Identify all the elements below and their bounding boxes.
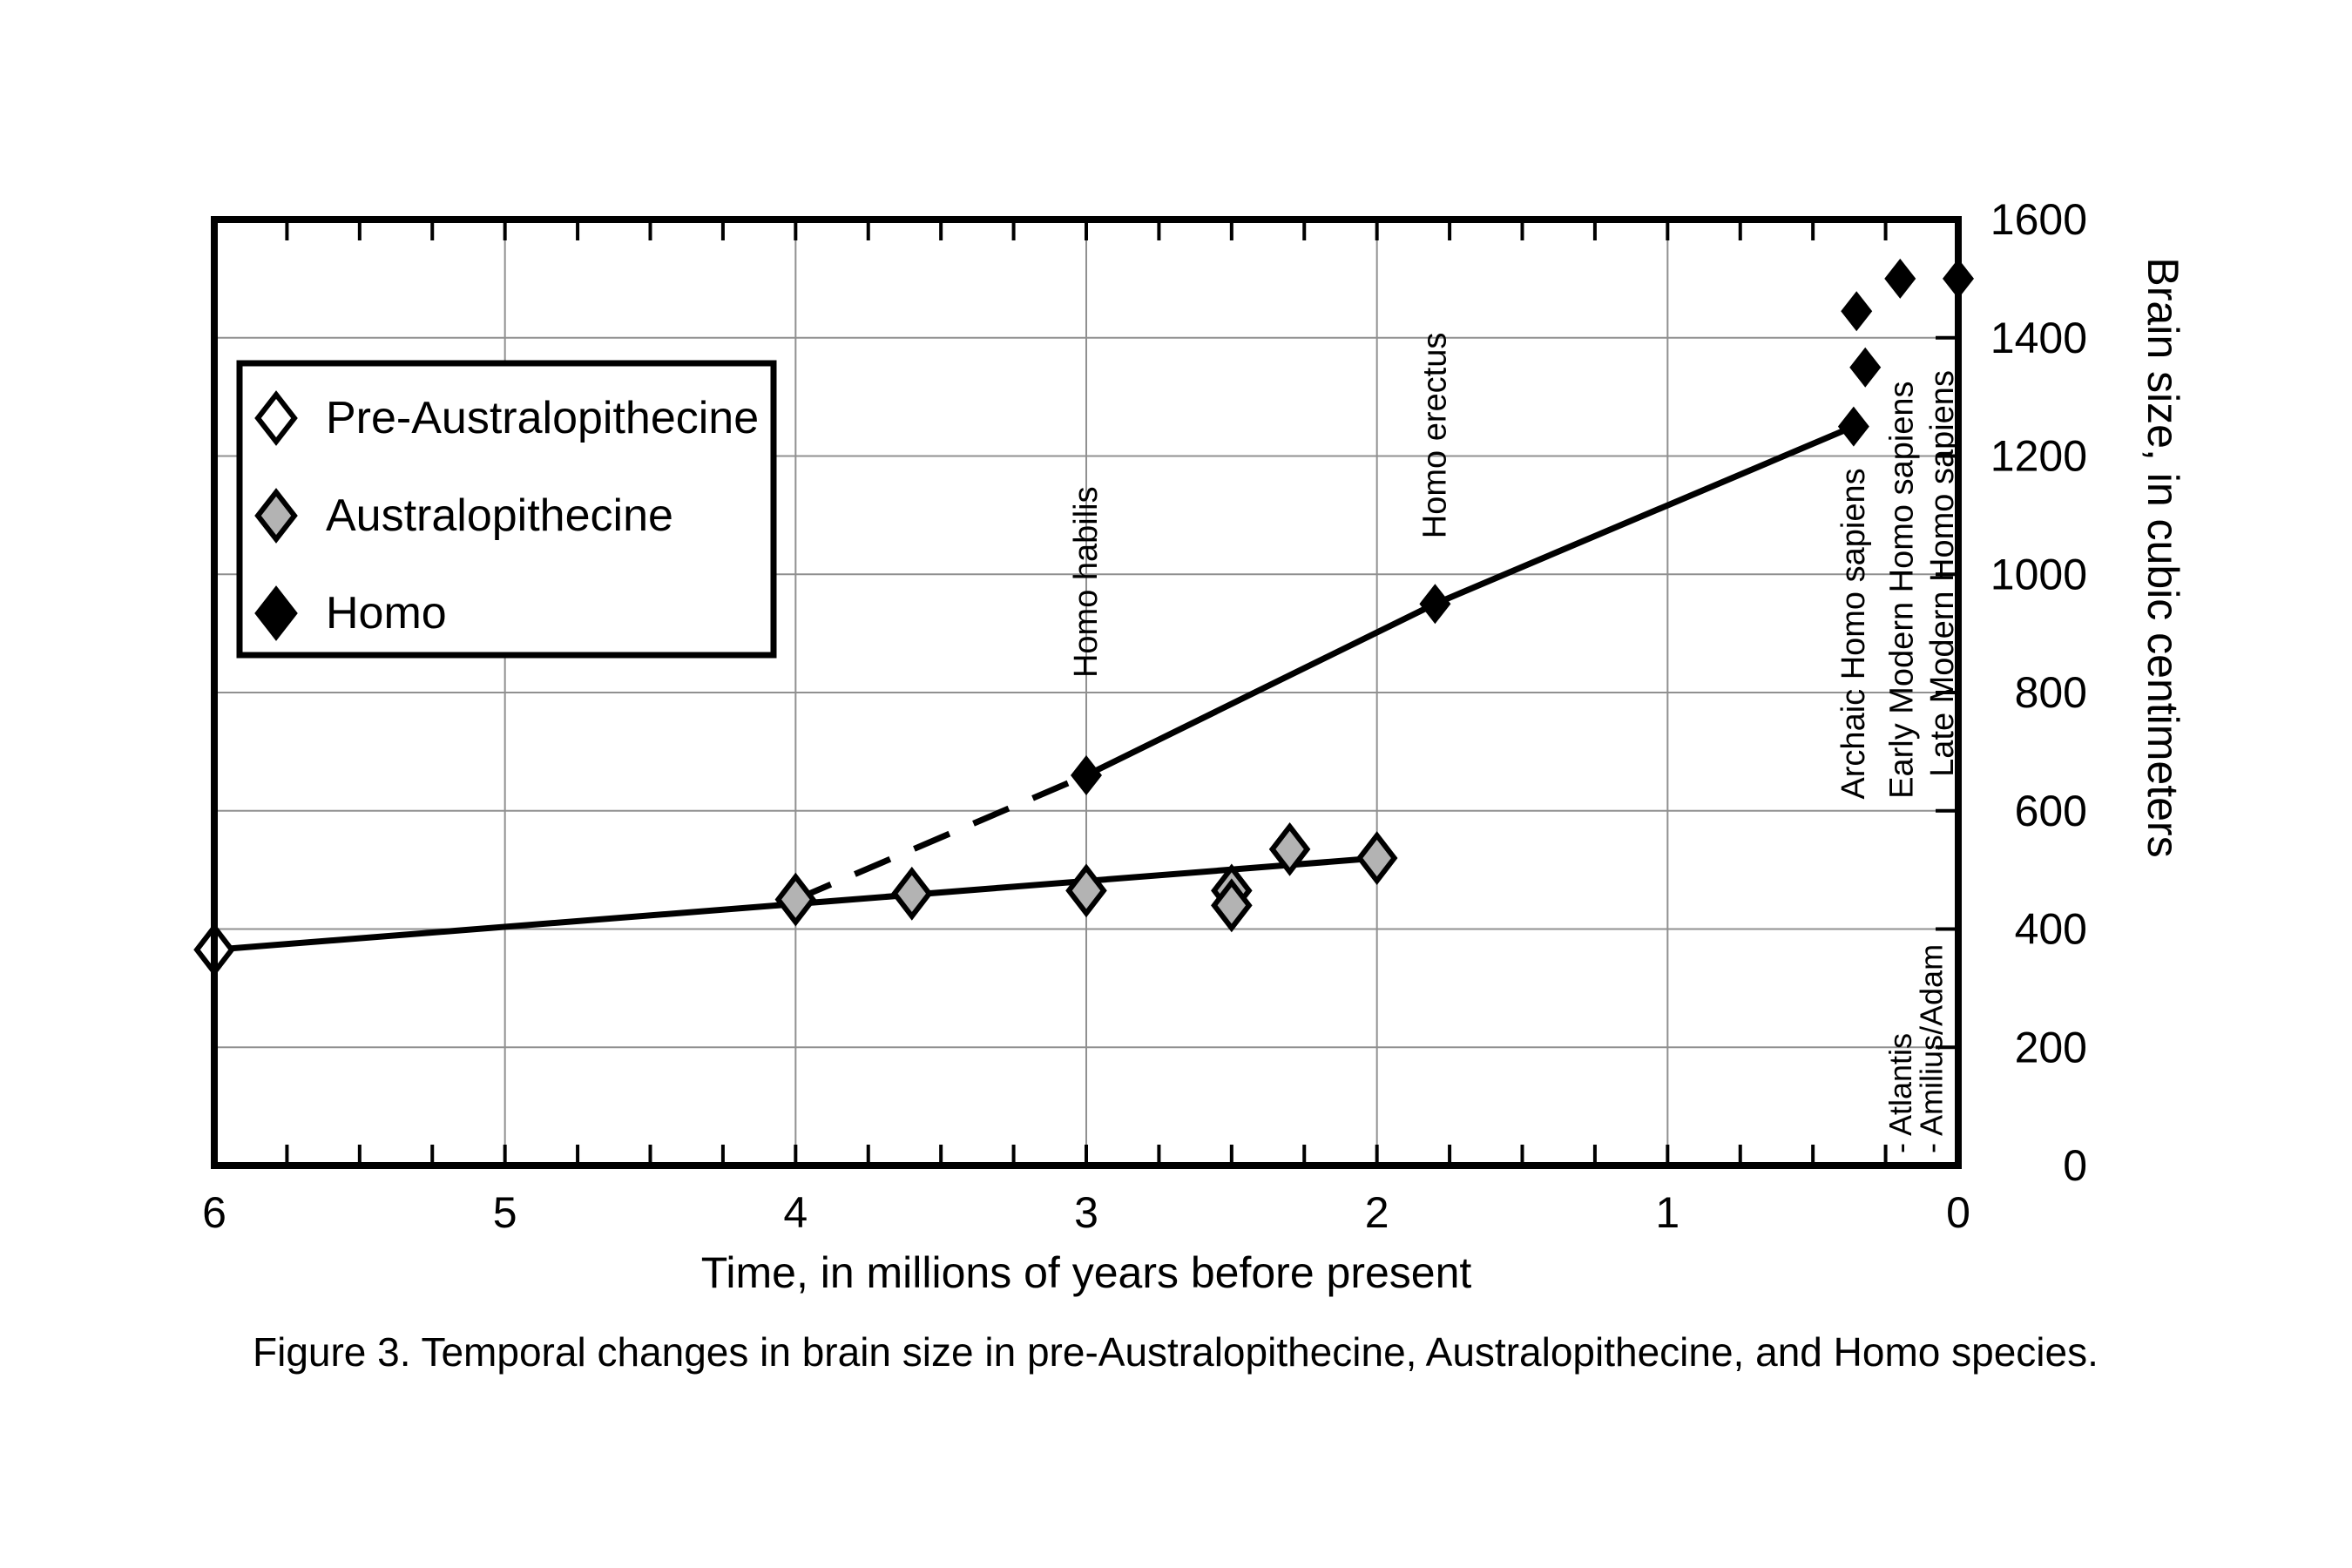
y-tick-label: 200 [2015,1023,2087,1071]
x-tick-label: 0 [1946,1188,1970,1237]
data-point-homo [1884,258,1916,299]
legend: Pre-Australopithecine Australopithecine … [236,360,777,659]
y-tick-label: 400 [2015,905,2087,954]
legend-box [236,360,777,659]
data-point-australopithecine [891,866,933,921]
y-tick-label: 1400 [1990,314,2087,362]
axis-tick-labels: 6 5 4 3 2 1 0 0 200 400 600 800 1000 1200 1400 1600 [202,195,2087,1237]
y-tick-label: 0 [2063,1141,2087,1190]
x-tick-label: 2 [1365,1188,1389,1237]
data-point-australopithecine [1211,878,1253,933]
annotation-atlantis: - Atlantis [1882,1033,1918,1153]
diamond-black-icon [254,585,298,641]
legend-label-australopithecine: Australopithecine [326,490,673,541]
figure-caption: Figure 3. Temporal changes in brain size… [253,1329,2099,1375]
homo-trend [1085,423,1855,779]
diamond-gray-icon [254,488,298,544]
data-point-homo [1071,755,1102,796]
data-point-australopithecine [1268,821,1311,876]
annotation-amilius-adam: - Amilius/Adam [1913,944,1949,1153]
data-point-homo [1849,347,1882,388]
y-tick-label: 800 [2015,668,2087,717]
habilis-dashed-link [794,772,1088,902]
y-tick-label: 1000 [1990,550,2087,598]
x-tick-label: 4 [783,1188,808,1237]
point-label: Homo erectus [1416,333,1453,539]
x-tick-label: 3 [1074,1188,1098,1237]
x-tick-label: 6 [202,1188,226,1237]
x-tick-label: 5 [493,1188,517,1237]
point-label: Homo habilis [1068,486,1105,678]
data-point-australopithecine [774,872,817,927]
legend-label-homo: Homo [326,588,447,639]
data-point-homo [1841,291,1873,332]
y-tick-label: 1600 [1990,195,2087,244]
diamond-white-icon [254,390,298,446]
y-tick-label: 600 [2015,787,2087,835]
x-axis-title: Time, in millions of years before presen… [701,1248,1472,1297]
point-label: Archaic Homo sapiens [1835,468,1872,799]
legend-label-pre-australopithecine: Pre-Australopithecine [326,393,759,443]
data-point-australopithecine [1065,863,1107,918]
y-tick-label: 1200 [1990,432,2087,481]
data-point-homo [1419,584,1451,625]
data-point-homo [1837,406,1869,447]
y-axis-title: Brain size, in cubic centimeters [2139,257,2187,857]
data-point-australopithecine [1355,831,1398,885]
plot-border [211,216,1962,1169]
point-label: Early Modern Homo sapiens [1883,381,1920,798]
x-tick-label: 1 [1655,1188,1680,1237]
